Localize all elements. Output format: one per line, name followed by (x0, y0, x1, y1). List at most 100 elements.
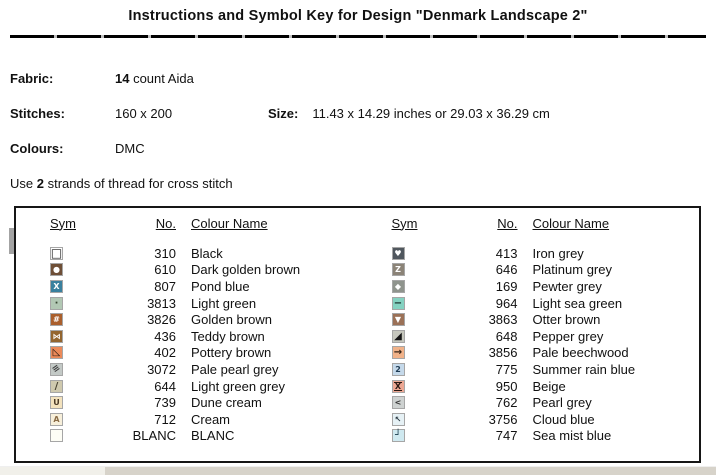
fabric-label: Fabric: (10, 70, 54, 86)
header-no: No. (155, 215, 176, 231)
colour-number: 762 (495, 395, 518, 411)
key-rows-left: □ 310 Black ● 610 Dark golden brown X 807 Pond b… (16, 245, 358, 444)
colour-number: 3826 (147, 312, 176, 328)
colour-name: BLANC (191, 428, 235, 444)
colour-name: Sea mist blue (532, 428, 612, 444)
key-row: Z 646 Platinum grey (358, 262, 700, 279)
colour-number: 807 (154, 278, 176, 294)
stitch-symbol-icon: ┘ (391, 429, 405, 443)
page-title: Instructions and Symbol Key for Design "… (128, 8, 588, 24)
horizontal-scrollbar-thumb[interactable] (0, 467, 105, 475)
key-column-right: Sym No. Colour Name ♥ 413 Iron grey Z 646 Pla… (358, 214, 700, 461)
colour-name: Pottery brown (191, 345, 272, 361)
colour-number: 950 (495, 378, 518, 394)
colour-number: 3072 (147, 361, 176, 377)
stitch-symbol-icon: ↖ (391, 412, 405, 426)
title-rule (10, 35, 706, 38)
stitch-symbol-icon: A (50, 412, 63, 426)
colour-number: 3813 (147, 295, 176, 311)
key-row: ● 610 Dark golden brown (16, 262, 358, 279)
stitch-symbol-icon: # (50, 313, 63, 327)
key-row: ◢ 648 Pepper grey (358, 328, 700, 345)
key-row: · 3813 Light green (16, 295, 358, 312)
fabric-type: count Aida (129, 70, 194, 86)
stitch-symbol-icon: · (50, 296, 63, 310)
colour-number: 964 (495, 295, 518, 311)
key-row: ♥ 413 Iron grey (358, 245, 700, 262)
colour-number: 644 (154, 378, 176, 394)
colour-number: 169 (495, 278, 518, 294)
stitch-symbol-icon: ● (50, 263, 63, 277)
colour-name: Pearl grey (532, 395, 592, 411)
vertical-scrollbar-thumb[interactable] (9, 228, 14, 254)
stitch-symbol-icon: − (391, 296, 405, 310)
stitch-symbol-icon: → (391, 346, 405, 360)
key-row: ◺ 402 Pottery brown (16, 345, 358, 362)
stitch-symbol-icon: Z (391, 263, 405, 277)
header-sym: Sym (50, 215, 76, 231)
key-row: ◆ 169 Pewter grey (358, 278, 700, 295)
key-row: ▼ 3863 Otter brown (358, 311, 700, 328)
header-sym: Sym (391, 215, 418, 231)
colour-name: Dark golden brown (191, 262, 301, 278)
colour-number: 3756 (488, 411, 518, 427)
colour-number: BLANC (132, 428, 176, 444)
key-row: BLANC BLANC (16, 428, 358, 445)
colour-name: Light green grey (191, 378, 285, 394)
colour-name: Golden brown (191, 312, 272, 328)
colour-name: Dune cream (191, 395, 262, 411)
colours-label: Colours: (10, 140, 64, 156)
key-row: ⋈ 436 Teddy brown (16, 328, 358, 345)
stitches-value: 160 x 200 (115, 105, 173, 121)
colour-number: 436 (154, 328, 176, 344)
key-row: / 644 Light green grey (16, 378, 358, 395)
key-row: 2 775 Summer rain blue (358, 361, 700, 378)
stitch-symbol-icon: / (50, 379, 63, 393)
horizontal-scrollbar[interactable] (0, 466, 716, 475)
colour-number: 775 (495, 361, 518, 377)
size-label: Size: (268, 105, 299, 121)
header-no: No. (497, 215, 518, 231)
colour-name: Pond blue (191, 278, 250, 294)
key-header: Sym No. Colour Name (16, 214, 358, 232)
colour-number: 3856 (488, 345, 518, 361)
key-rows-right: ♥ 413 Iron grey Z 646 Platinum grey ◆ 169 Pewter… (358, 245, 700, 444)
stitches-label: Stitches: (10, 105, 65, 121)
stitch-symbol-icon: U (50, 396, 63, 410)
colour-number: 310 (154, 245, 176, 261)
colour-number: 3863 (488, 312, 518, 328)
fabric-count: 14 (115, 70, 130, 86)
key-row: ↖ 3756 Cloud blue (358, 411, 700, 428)
fabric-row: Fabric: 14 count Aida (10, 68, 716, 88)
strands-instruction: Use 2 strands of thread for cross stitch (10, 173, 716, 193)
stitch-symbol-icon: 2 (391, 362, 405, 376)
key-row: A 712 Cream (16, 411, 358, 428)
stitch-symbol-icon: ≡ (50, 362, 63, 376)
colour-name: Beige (532, 378, 566, 394)
stitch-symbol-icon: ▼ (391, 313, 405, 327)
colour-number: 739 (154, 395, 176, 411)
stitch-symbol-icon: ◺ (50, 346, 63, 360)
stitch-symbol-icon: □ (50, 245, 63, 260)
colour-name: Pale pearl grey (191, 361, 279, 377)
colour-number: 646 (495, 262, 518, 278)
pattern-info: Fabric: 14 count Aida Stitches: 160 x 20… (10, 68, 716, 158)
stitch-symbol-icon (50, 429, 63, 443)
header-colour-name: Colour Name (532, 215, 610, 231)
colour-name: Teddy brown (191, 328, 265, 344)
key-row: X 807 Pond blue (16, 278, 358, 295)
colour-name: Pewter grey (532, 278, 602, 294)
colour-name: Platinum grey (532, 262, 612, 278)
colour-number: 712 (154, 411, 176, 427)
stitches-row: Stitches: 160 x 200 Size: 11.43 x 14.29 … (10, 103, 716, 123)
colour-name: Light green (191, 295, 257, 311)
colour-number: 747 (495, 428, 518, 444)
colour-number: 648 (495, 328, 518, 344)
stitch-symbol-icon: ◆ (391, 279, 405, 293)
stitch-symbol-icon: X (50, 279, 63, 293)
key-row: → 3856 Pale beechwood (358, 345, 700, 362)
strands-prefix: Use (10, 175, 37, 191)
colour-number: 402 (154, 345, 176, 361)
stitch-symbol-icon: ♥ (391, 246, 405, 260)
strands-suffix: strands of thread for cross stitch (43, 175, 233, 191)
